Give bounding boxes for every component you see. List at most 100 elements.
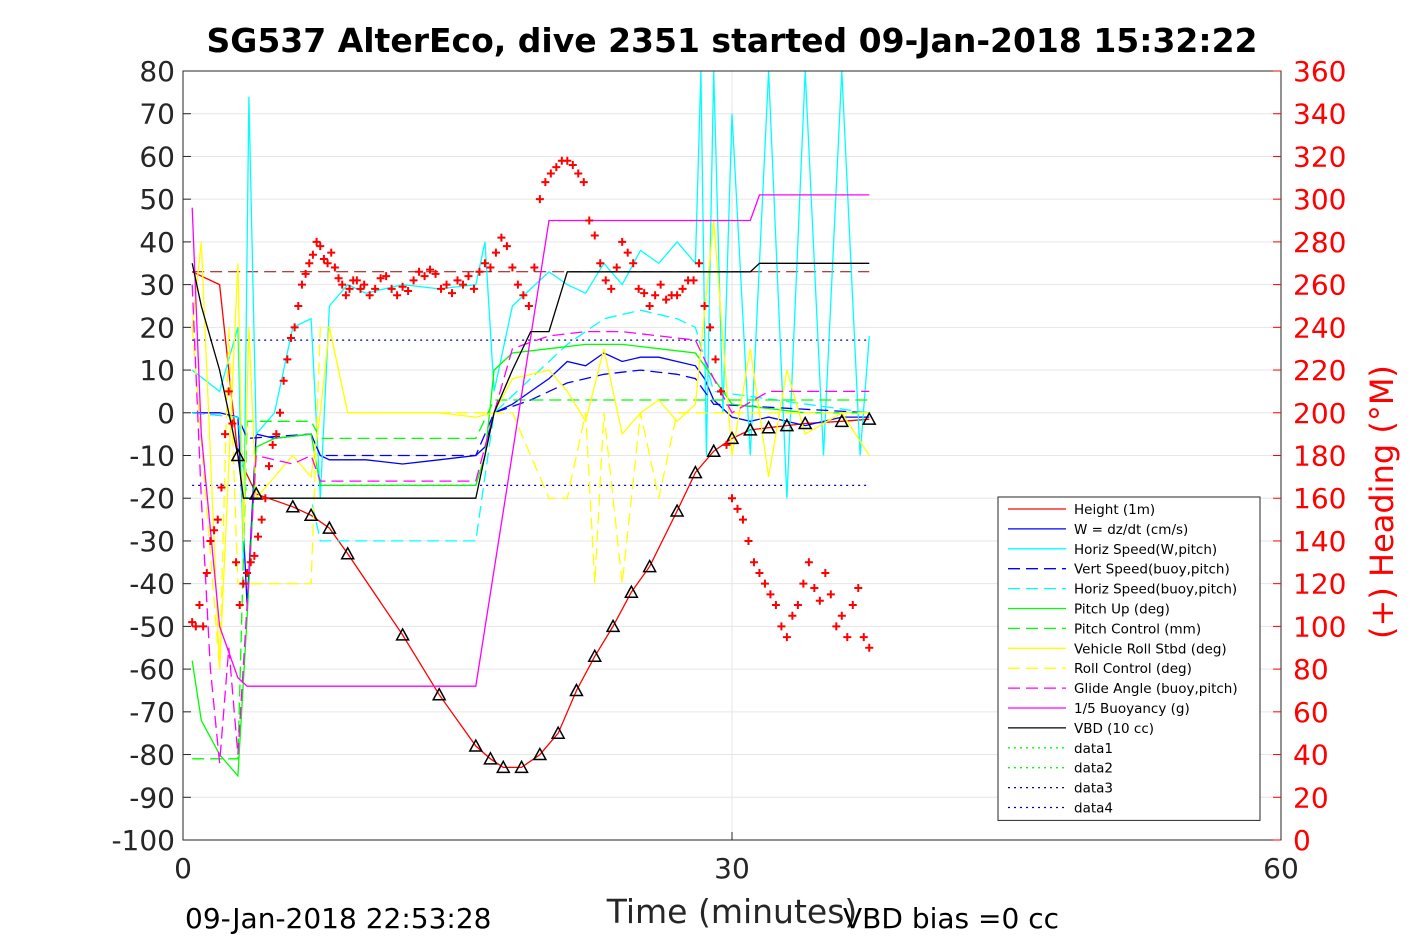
y-tick-label: -30 bbox=[129, 525, 175, 558]
height-marker bbox=[624, 584, 639, 598]
heading-point bbox=[404, 287, 413, 296]
heading-point bbox=[546, 169, 555, 178]
heading-point bbox=[437, 284, 446, 293]
y-tick-label: -10 bbox=[129, 440, 175, 473]
y2-tick-label: 0 bbox=[1293, 824, 1311, 857]
heading-point bbox=[268, 440, 277, 449]
heading-point bbox=[777, 622, 786, 631]
heading-point bbox=[338, 280, 347, 289]
legend-box bbox=[997, 496, 1261, 821]
heading-point bbox=[645, 301, 654, 310]
height-marker bbox=[724, 430, 740, 445]
y-tick-label: -50 bbox=[129, 610, 175, 643]
y-tick-label: 50 bbox=[139, 183, 175, 216]
heading-point bbox=[810, 583, 819, 592]
legend-label: data2 bbox=[1074, 761, 1113, 777]
heading-point bbox=[305, 259, 314, 268]
heading-markers bbox=[188, 156, 874, 652]
y2-axis-label: (+) Heading (°M) bbox=[1363, 365, 1401, 639]
series-pitch-ctrl bbox=[192, 399, 870, 760]
heading-point bbox=[585, 216, 594, 225]
heading-point bbox=[382, 272, 391, 281]
heading-point bbox=[191, 622, 200, 631]
heading-point bbox=[393, 291, 402, 300]
heading-point bbox=[530, 263, 539, 272]
heading-point bbox=[629, 259, 638, 268]
heading-point bbox=[706, 323, 715, 332]
y-tick-label: 0 bbox=[157, 397, 175, 430]
heading-point bbox=[224, 387, 233, 396]
height-marker bbox=[605, 618, 621, 633]
height-marker bbox=[834, 413, 850, 428]
heading-point bbox=[206, 536, 215, 545]
heading-point bbox=[854, 583, 863, 592]
series-glide bbox=[191, 284, 870, 764]
y2-axis-ticks: 3603403203002802602402202001801601401201… bbox=[1273, 55, 1346, 857]
heading-point bbox=[590, 231, 599, 240]
y2-tick-label: 220 bbox=[1293, 354, 1346, 387]
y-tick-label: -40 bbox=[129, 568, 175, 601]
heading-point bbox=[749, 558, 758, 567]
y-tick-label: 20 bbox=[139, 311, 175, 344]
heading-point bbox=[502, 242, 511, 251]
heading-point bbox=[290, 323, 299, 332]
heading-point bbox=[596, 259, 605, 268]
heading-point bbox=[524, 301, 533, 310]
heading-point bbox=[755, 568, 764, 577]
heading-point bbox=[601, 276, 610, 285]
y-tick-label: 10 bbox=[139, 354, 175, 387]
heading-point bbox=[387, 284, 396, 293]
heading-point bbox=[257, 515, 266, 524]
legend-label: Vehicle Roll Stbd (deg) bbox=[1074, 641, 1227, 657]
heading-point bbox=[640, 289, 649, 298]
height-marker bbox=[706, 443, 721, 457]
heading-point bbox=[788, 611, 797, 620]
heading-point bbox=[195, 601, 204, 610]
footer-vbd-bias: VBD bias =0 cc bbox=[843, 902, 1059, 935]
heading-point bbox=[464, 272, 473, 281]
heading-point bbox=[804, 558, 813, 567]
heading-point bbox=[700, 301, 709, 310]
height-marker bbox=[483, 751, 498, 765]
series-roll bbox=[191, 220, 870, 670]
y-tick-label: 70 bbox=[139, 98, 175, 131]
heading-point bbox=[733, 504, 742, 513]
heading-point bbox=[711, 355, 720, 364]
heading-point bbox=[574, 169, 583, 178]
y-tick-label: -20 bbox=[129, 482, 175, 515]
y2-tick-label: 200 bbox=[1293, 397, 1346, 430]
heading-point bbox=[656, 280, 665, 289]
y-tick-label: 30 bbox=[139, 269, 175, 302]
heading-point bbox=[865, 643, 874, 652]
heading-point bbox=[541, 178, 550, 187]
y-axis-ticks: 80 70 60 50 40 30 20 10 0 -10 -20 -30 -40 -50 -60 -70 -8… bbox=[111, 55, 191, 857]
y-tick-label: 40 bbox=[139, 226, 175, 259]
legend-label: W = dz/dt (cm/s) bbox=[1074, 522, 1188, 538]
legend-label: Pitch Up (deg) bbox=[1074, 602, 1170, 618]
heading-point bbox=[662, 295, 671, 304]
x-tick-label: 30 bbox=[714, 852, 750, 885]
series-buoy bbox=[191, 194, 870, 687]
heading-point bbox=[491, 248, 500, 257]
legend-label: Vert Speed(buoy,pitch) bbox=[1074, 562, 1230, 578]
series-pitch-up bbox=[191, 343, 870, 778]
heading-point bbox=[210, 526, 219, 535]
legend-label: data3 bbox=[1074, 781, 1113, 797]
y2-tick-label: 160 bbox=[1293, 482, 1346, 515]
legend-label: Horiz Speed(buoy,pitch) bbox=[1074, 582, 1237, 598]
heading-point bbox=[330, 263, 339, 272]
y2-tick-label: 340 bbox=[1293, 98, 1346, 131]
height-marker bbox=[779, 418, 795, 432]
height-marker bbox=[431, 687, 447, 701]
heading-point bbox=[272, 430, 281, 439]
heading-point bbox=[398, 282, 407, 291]
series-layer bbox=[191, 70, 877, 778]
heading-point bbox=[579, 178, 588, 187]
series-w bbox=[192, 352, 870, 606]
heading-point bbox=[431, 269, 440, 278]
x-axis-ticks: 0 30 60 bbox=[174, 832, 1299, 885]
heading-point bbox=[744, 536, 753, 545]
heading-point bbox=[508, 263, 517, 272]
height-marker bbox=[761, 420, 776, 434]
